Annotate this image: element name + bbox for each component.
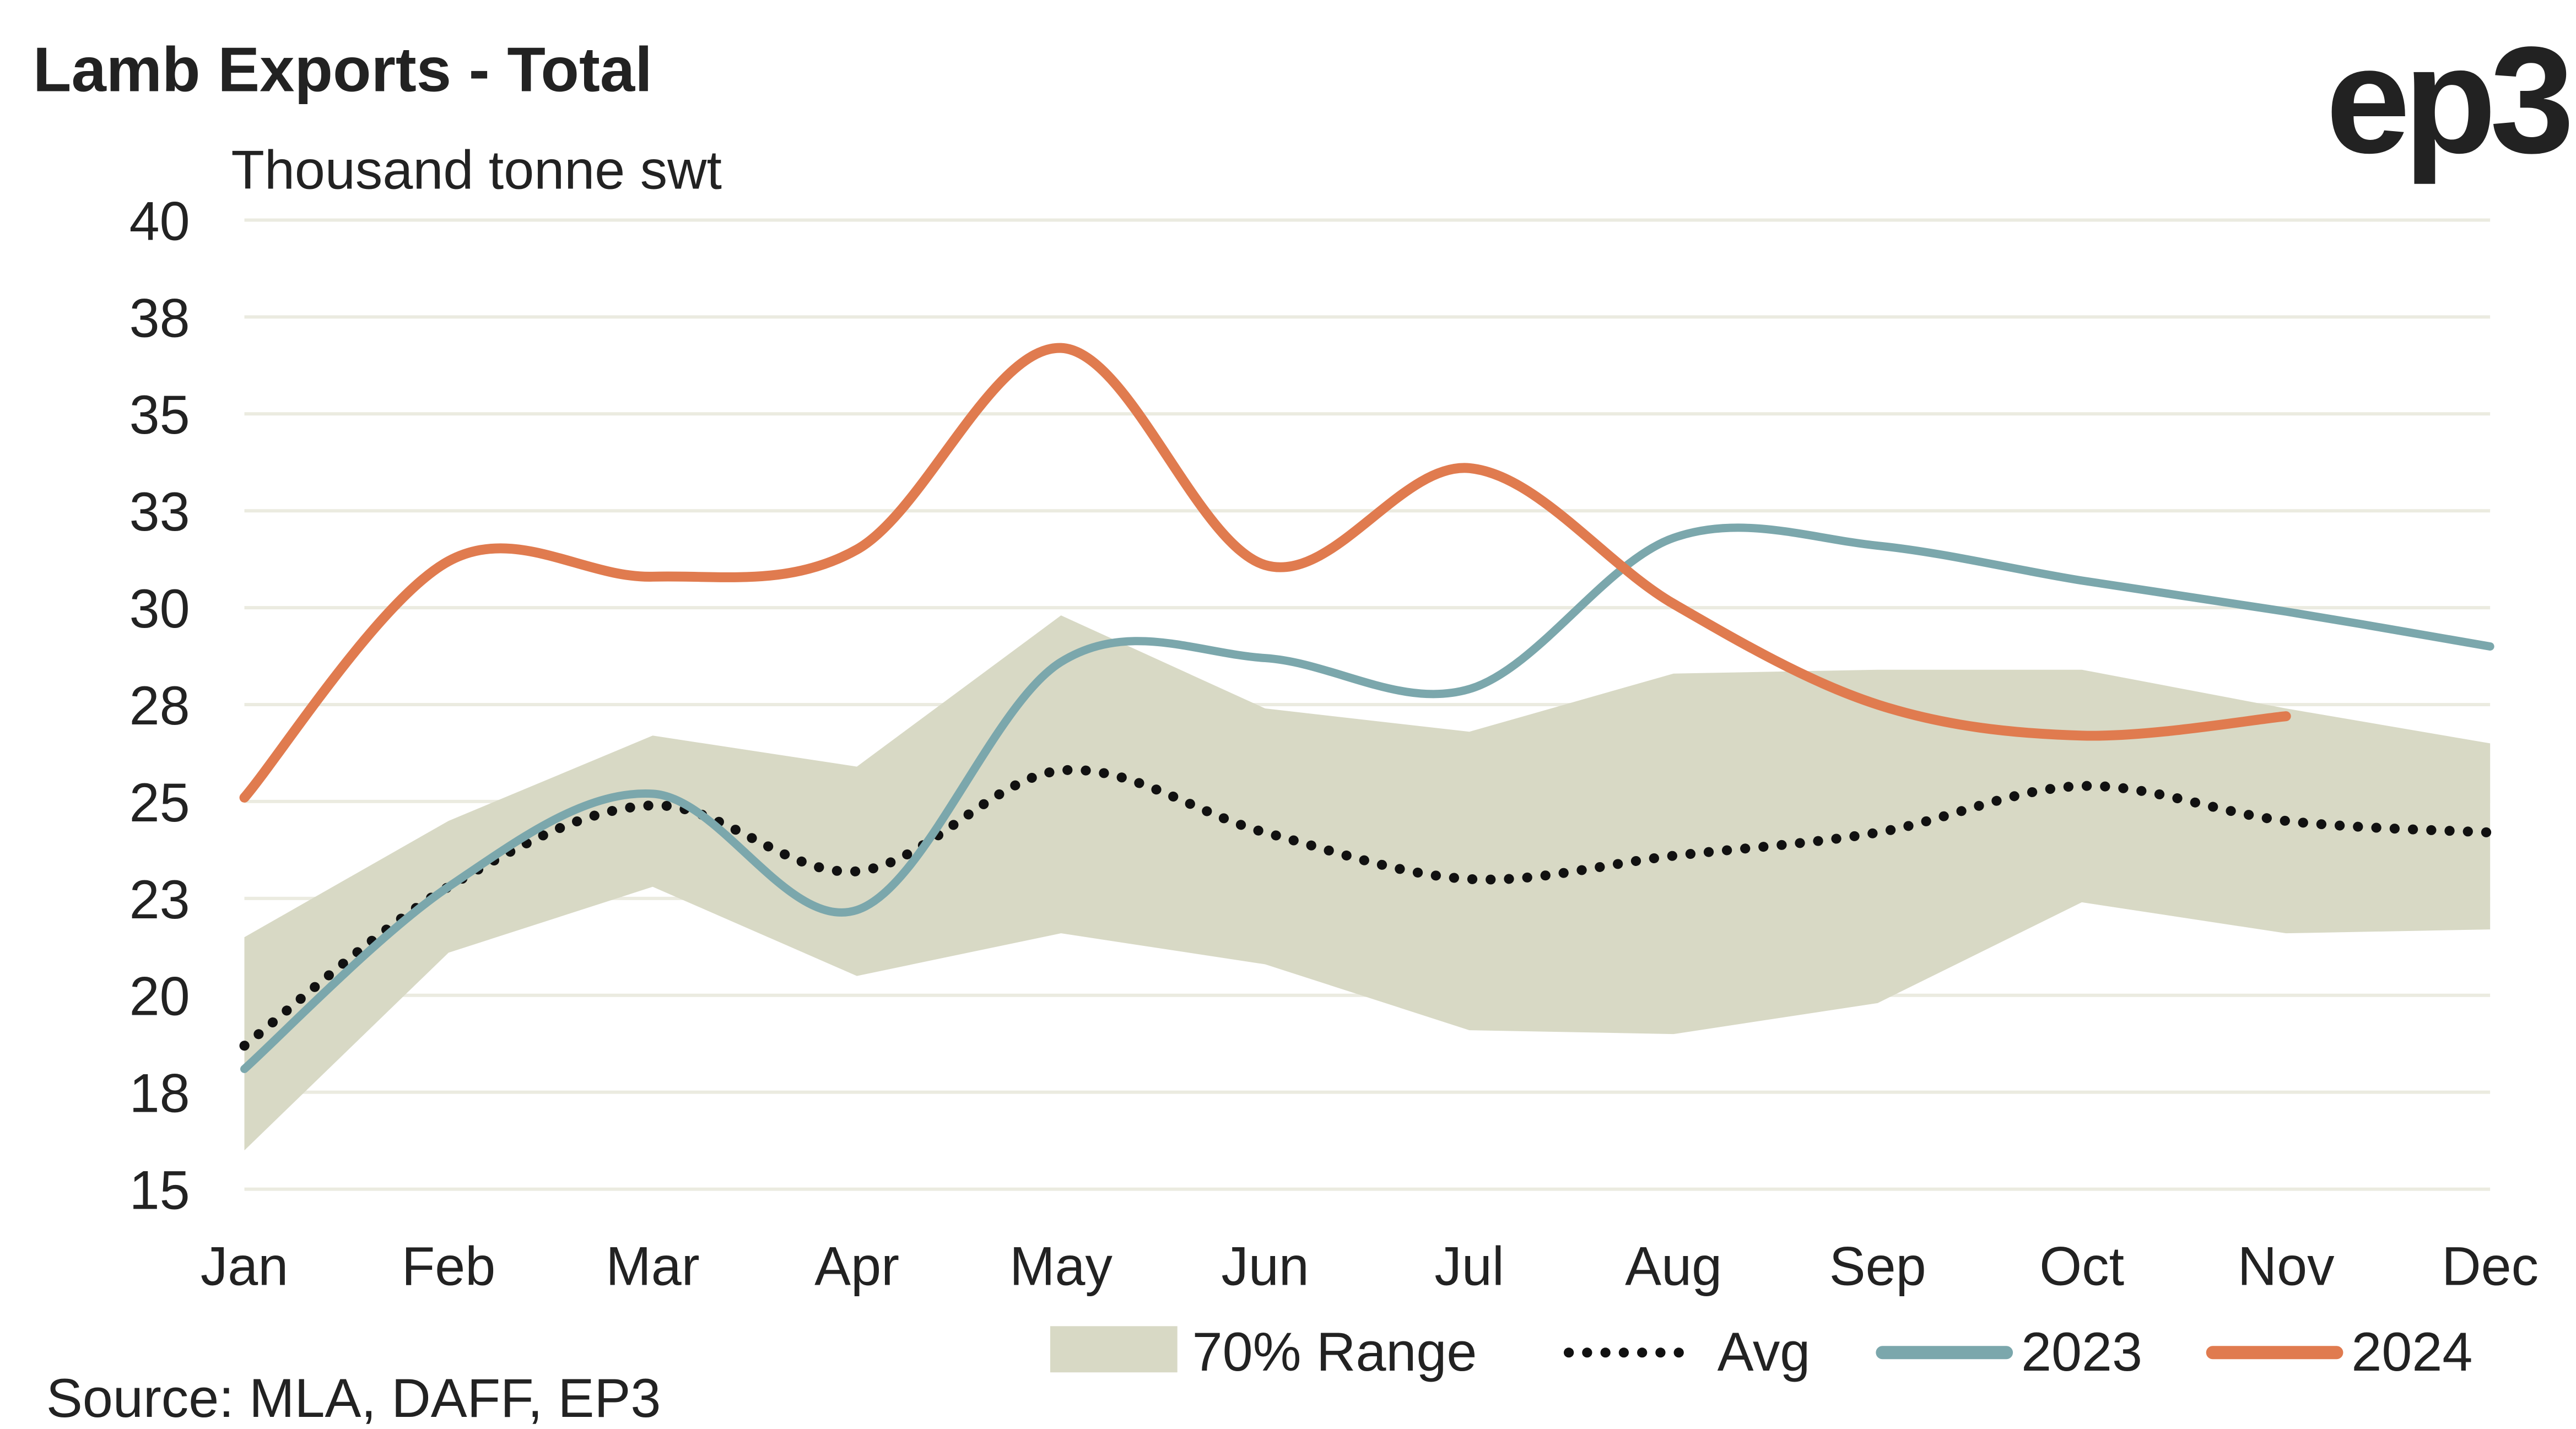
x-tick-label: May <box>1009 1235 1113 1296</box>
y-tick-label: 15 <box>129 1160 190 1221</box>
x-tick-label: Jan <box>201 1235 288 1296</box>
x-tick-label: Jul <box>1434 1235 1504 1296</box>
x-tick-label: Dec <box>2442 1235 2539 1296</box>
x-tick-label: Apr <box>814 1235 899 1296</box>
x-tick-label: Mar <box>606 1235 699 1296</box>
x-tick-label: Nov <box>2238 1235 2335 1296</box>
y-tick-label: 40 <box>129 190 190 251</box>
source-note: Source: MLA, DAFF, EP3 <box>46 1367 661 1428</box>
y-tick-label: 25 <box>129 772 190 833</box>
series-2023-line <box>240 523 2494 1073</box>
y-tick-label: 38 <box>129 287 190 348</box>
y-tick-label: 20 <box>129 966 190 1027</box>
x-tick-label: Oct <box>2039 1235 2124 1296</box>
legend-avg-label: Avg <box>1718 1321 1811 1382</box>
legend: 70% Range Avg 2023 2024 <box>1050 1321 2472 1382</box>
y-tick-label: 33 <box>129 481 190 542</box>
y-tick-label: 30 <box>129 578 190 639</box>
x-tick-label: Aug <box>1625 1235 1722 1296</box>
y-tick-label: 23 <box>129 869 190 930</box>
series-2024-line <box>239 343 2291 803</box>
legend-range-swatch <box>1050 1326 1178 1373</box>
legend-2024-label: 2024 <box>2351 1321 2472 1382</box>
y-axis-label: Thousand tonne swt <box>231 139 722 201</box>
avg-line <box>239 765 2496 1051</box>
legend-2023-label: 2023 <box>2021 1321 2142 1382</box>
logo: ep3 <box>2326 15 2570 186</box>
legend-range-label: 70% Range <box>1192 1321 1477 1382</box>
x-tick-label: Sep <box>1829 1235 1926 1296</box>
chart-title: Lamb Exports - Total <box>33 35 652 105</box>
x-tick-label: Jun <box>1221 1235 1309 1296</box>
y-tick-label: 18 <box>129 1063 190 1124</box>
y-tick-label: 28 <box>129 675 190 736</box>
x-tick-label: Feb <box>402 1235 495 1296</box>
range-band <box>244 615 2491 1151</box>
y-tick-label: 35 <box>129 384 190 445</box>
